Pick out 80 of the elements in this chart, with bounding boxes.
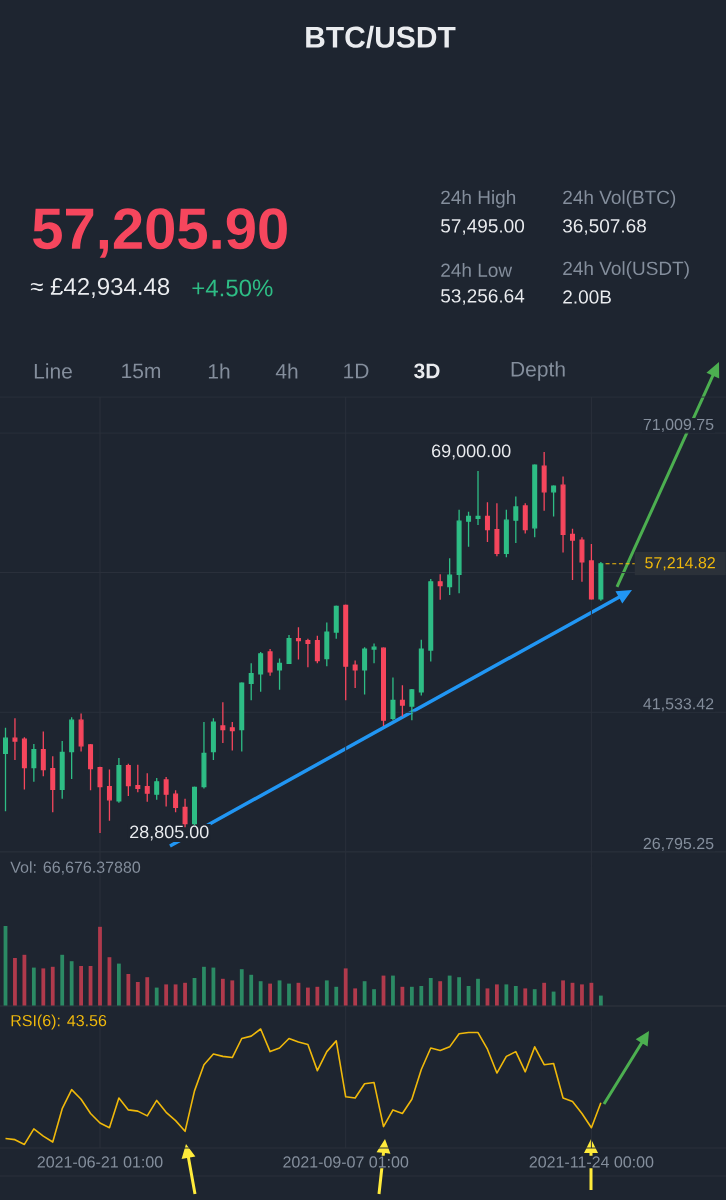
x-tick-label: 2021-11-24 00:00 (529, 1156, 654, 1168)
bar (306, 987, 310, 1006)
y-tick-label: 41,533.42 (643, 698, 714, 712)
chart-title: RSI(6): 43.56 (11, 1014, 107, 1030)
bar (258, 981, 263, 1006)
bar (419, 986, 424, 1006)
bar (126, 974, 131, 1006)
bar (164, 984, 169, 1006)
bar (183, 982, 187, 1006)
bar (13, 958, 17, 1006)
text: +4.50% (192, 279, 273, 297)
text: 53,256.64 (441, 289, 525, 305)
text: BTC/USDT (306, 25, 456, 49)
bar (202, 966, 206, 1006)
x-tick-label: 2021-09-07 01:00 (283, 1156, 409, 1168)
text: 24h Low (441, 263, 513, 277)
bar (438, 981, 443, 1006)
bar (343, 968, 348, 1006)
text: 36,507.68 (563, 219, 646, 235)
text: 3D (414, 363, 440, 379)
bar (249, 974, 254, 1006)
bar (117, 963, 121, 1006)
bar (220, 978, 225, 1006)
text: 1D (344, 363, 369, 379)
bar (495, 984, 499, 1006)
bar (268, 983, 272, 1006)
bar (353, 988, 358, 1006)
chart-title: Vol: 66,676.37880 (10, 861, 141, 875)
text: Line (34, 363, 72, 379)
bar (542, 982, 547, 1006)
text: 24h High (441, 190, 516, 208)
text: 24h Vol(USDT) (563, 261, 689, 279)
bar (145, 977, 150, 1006)
bar (428, 978, 433, 1006)
bar (334, 986, 339, 1006)
bar (561, 980, 565, 1006)
bar (409, 986, 414, 1006)
bar (447, 975, 452, 1006)
bar (523, 988, 528, 1006)
text: 24h Vol(BTC) (563, 190, 676, 208)
bar (60, 954, 65, 1006)
bar (79, 966, 83, 1006)
x-tick-label: 2021-06-21 01:00 (37, 1156, 163, 1168)
text: 15m (122, 363, 161, 379)
bar (287, 983, 291, 1006)
bar (98, 926, 102, 1006)
bar (135, 982, 140, 1006)
bar (239, 969, 244, 1006)
bar (173, 984, 178, 1006)
ref-line-label: 57,214.82 (645, 557, 715, 571)
bar (580, 984, 584, 1006)
bar (154, 987, 159, 1006)
y-tick-label: 71,009.75 (643, 418, 714, 432)
bar (69, 961, 74, 1006)
text: 2.00B (563, 290, 611, 304)
bar (315, 986, 320, 1006)
text: 4h (275, 363, 298, 379)
bar (41, 968, 46, 1006)
annotation: 28,805.00 (130, 825, 209, 841)
bar (50, 966, 55, 1006)
text: 1h (208, 363, 230, 379)
annotation: 69,000.00 (432, 444, 511, 460)
bar (513, 986, 518, 1006)
bar (476, 978, 480, 1006)
bar (31, 967, 36, 1006)
bar (362, 981, 367, 1006)
text: ≈ £42,934.48 (30, 278, 170, 298)
bar (372, 989, 376, 1006)
bar (230, 980, 235, 1006)
y-tick-label: 26,795.25 (643, 837, 714, 852)
bar (551, 991, 556, 1006)
text: Depth (511, 361, 565, 381)
bar (391, 975, 395, 1006)
text: 57,205.90 (33, 208, 287, 258)
bar (532, 989, 537, 1006)
bar (457, 977, 462, 1006)
bar (324, 980, 329, 1006)
bar (598, 995, 603, 1006)
bar (504, 984, 509, 1006)
text: 57,495.00 (441, 219, 525, 235)
